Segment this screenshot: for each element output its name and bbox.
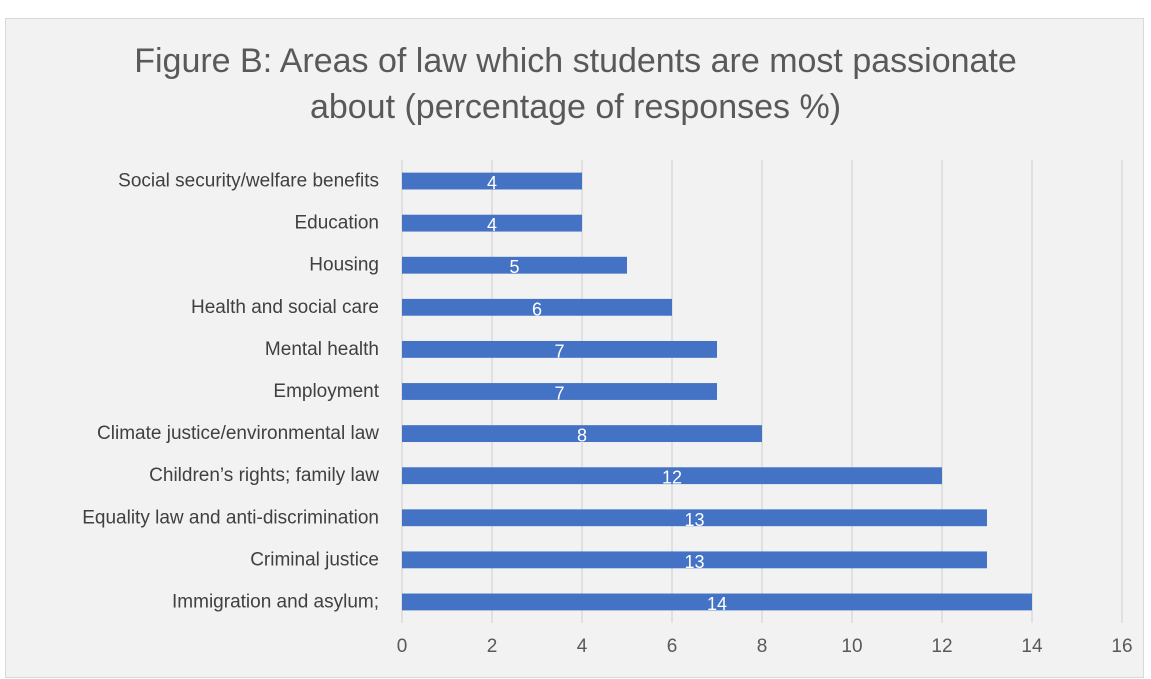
data-label: 6 — [532, 299, 542, 319]
category-label: Mental health — [265, 339, 379, 360]
data-label: 13 — [684, 510, 704, 530]
category-label: Children’s rights; family law — [149, 465, 379, 486]
category-label: Equality law and anti-discrimination — [82, 507, 379, 528]
data-label: 13 — [684, 552, 704, 572]
chart-title-line-2: about (percentage of responses %) — [309, 88, 842, 126]
data-label: 4 — [487, 215, 497, 235]
x-tick-label: 14 — [1021, 636, 1043, 657]
category-label: Criminal justice — [250, 549, 379, 570]
data-label: 7 — [554, 341, 564, 361]
bar — [402, 593, 1032, 611]
labels: 0 2 4 6 8 10 12 14 16 Social security/welfare ben… — [82, 171, 1132, 657]
x-tick-label: 12 — [931, 636, 952, 657]
data-label: 4 — [487, 173, 497, 193]
bar — [402, 383, 717, 400]
category-label: Social security/welfare benefits — [118, 171, 379, 192]
data-label: 5 — [509, 257, 519, 277]
bar — [402, 551, 987, 569]
bar — [402, 425, 762, 443]
x-tick-label: 2 — [487, 636, 498, 657]
x-tick-label: 8 — [757, 636, 768, 657]
bar — [402, 509, 987, 527]
bar — [402, 467, 942, 485]
x-tick-label: 10 — [841, 636, 862, 657]
bar — [402, 340, 717, 358]
data-label: 8 — [577, 426, 587, 446]
chart-title: Figure B: Areas of law which students ar… — [0, 38, 1151, 130]
bar — [402, 298, 672, 316]
x-tick-label: 0 — [397, 636, 408, 657]
x-tick-label: 6 — [667, 636, 678, 657]
chart-title-line-1: Figure B: Areas of law which students ar… — [134, 42, 1017, 80]
category-label: Employment — [273, 381, 379, 402]
category-label: Climate justice/environmental law — [97, 423, 379, 444]
category-label: Housing — [309, 255, 379, 276]
bar — [402, 214, 582, 232]
x-tick-label: 4 — [577, 636, 588, 657]
category-label: Health and social care — [191, 297, 379, 318]
category-label: Immigration and asylum; — [172, 591, 379, 612]
data-label: 7 — [554, 384, 564, 404]
data-label: 12 — [662, 468, 682, 488]
bar — [402, 172, 582, 190]
x-tick-label: 16 — [1111, 636, 1132, 657]
data-label: 14 — [707, 594, 727, 614]
bars — [402, 172, 1032, 611]
bar — [402, 256, 627, 274]
category-label: Education — [294, 213, 379, 234]
